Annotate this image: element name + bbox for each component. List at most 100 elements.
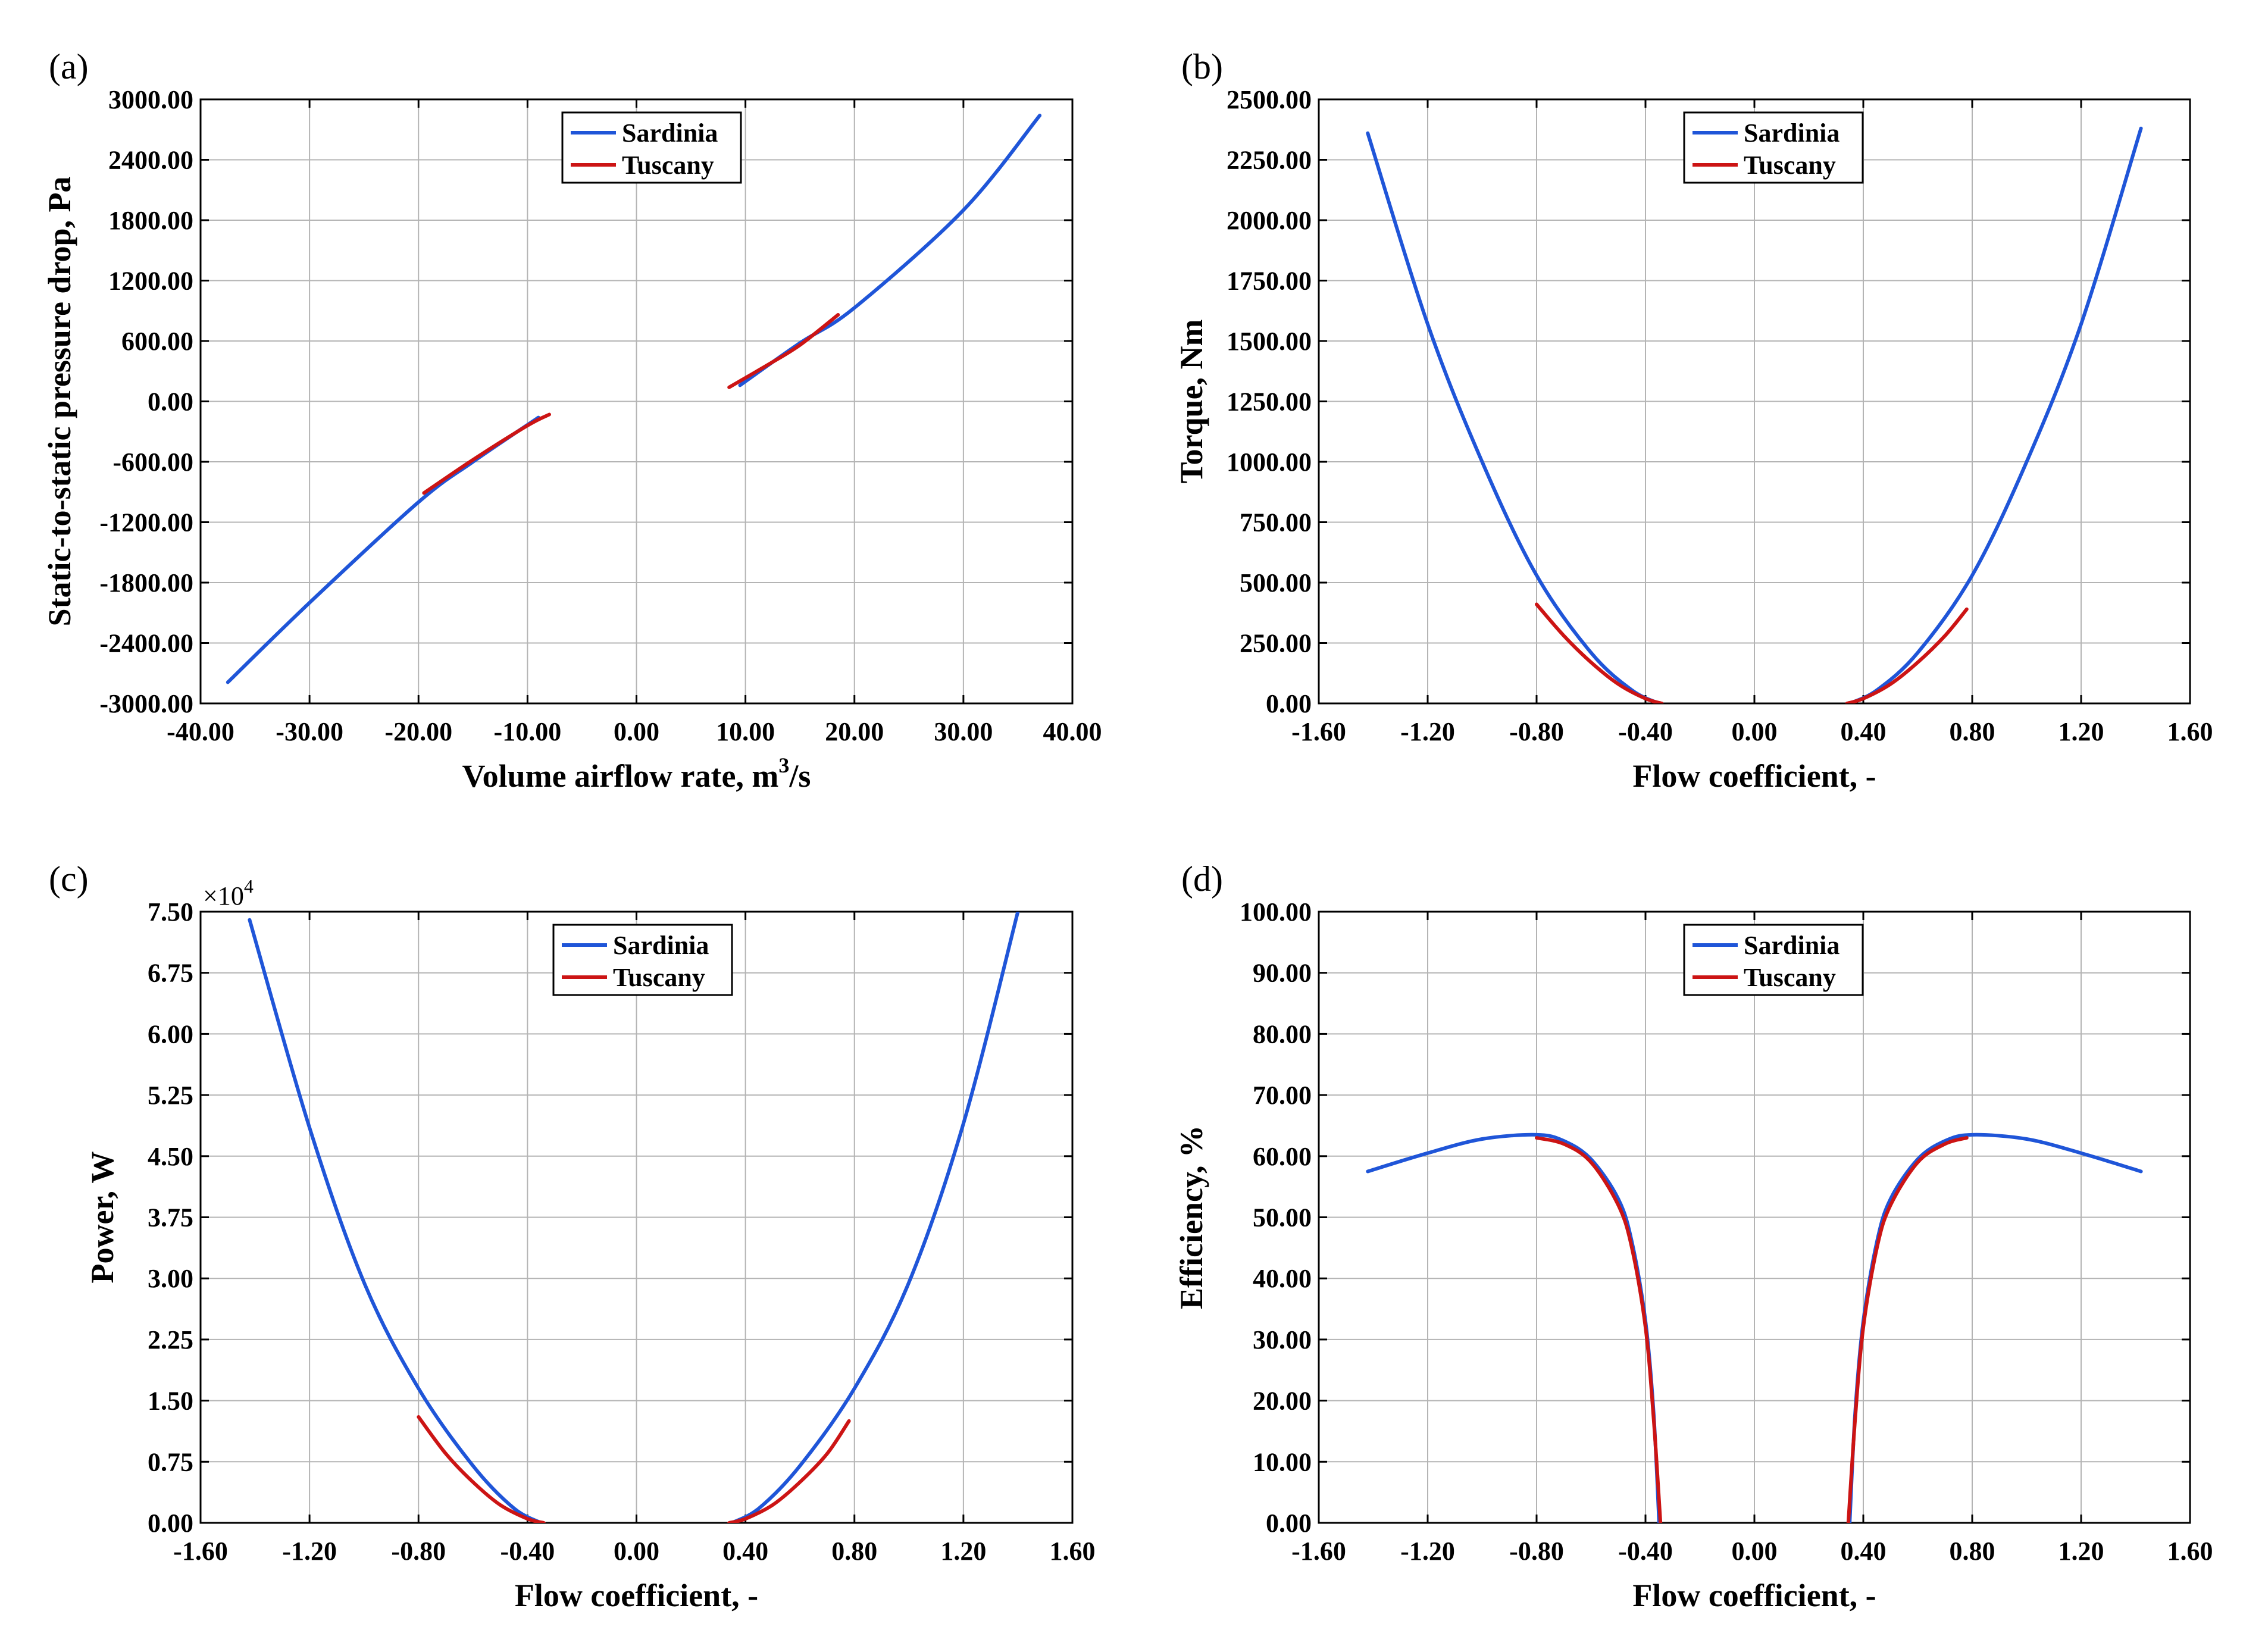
legend-label-sardinia: Sardinia [622,118,718,148]
legend: Sardinia Tuscany [561,111,742,184]
x-tick-label: 1.20 [2058,1537,2104,1566]
series-line-sardinia-1 [1848,126,2143,703]
x-tick-label: -0.80 [1509,717,1564,746]
y-tick-label: 2500.00 [1227,85,1312,114]
y-tick-label: 750.00 [1240,508,1312,537]
legend-label-tuscany: Tuscany [1744,151,1836,180]
x-tick-label: -1.60 [173,1537,228,1566]
y-tick-label: 0.00 [1266,1509,1312,1538]
x-axis-label: Volume airflow rate, m3/s [462,753,811,794]
panel-c: -1.60 -1.20 -0.80 -0.40 0.00 0.40 0.80 1.20 1.60… [49,859,1096,1613]
x-tick-label: 0.80 [831,1537,877,1566]
series-line-sardinia-1 [730,912,1020,1523]
panel-b: -1.60 -1.20 -0.80 -0.40 0.00 0.40 0.80 1.20 1.60… [1174,47,2213,794]
series-line-sardinia-1 [738,114,1042,387]
y-tick-label: 0.00 [148,387,193,417]
y-tick-label: -1800.00 [99,568,193,597]
y-tick-label: 2.25 [148,1325,193,1354]
y-axis-label: Efficiency, % [1174,1125,1209,1309]
y-tick-label: 20.00 [1253,1387,1312,1416]
y-axis-label: Power, W [85,1152,120,1284]
series-line-sardinia-0 [248,918,543,1523]
y-axis-label: Torque, Nm [1174,319,1209,483]
y-tick-label: 40.00 [1253,1264,1312,1293]
legend-box [1683,924,1864,996]
y-tick-label: 3.75 [148,1203,193,1232]
x-tick-label: 0.00 [1732,1537,1778,1566]
x-tick-label: -0.40 [1618,717,1673,746]
y-tick-label: 10.00 [1253,1447,1312,1476]
panel-d: -1.60 -1.20 -0.80 -0.40 0.00 0.40 0.80 1.20 1.60… [1174,859,2213,1613]
y-tick-label: 2250.00 [1227,146,1312,175]
y-tick-label: 0.00 [148,1509,193,1538]
series-line-tuscany-0 [1535,1136,1663,1523]
legend: Sardinia Tuscany [1683,111,1864,184]
x-tick-label: 0.00 [1732,717,1778,746]
x-tick-label: 1.20 [2058,717,2104,746]
y-tick-label: -3000.00 [99,689,193,718]
series-line-tuscany-0 [417,1415,546,1523]
x-tick-label: -0.40 [500,1537,555,1566]
y-tick-label: 1250.00 [1227,387,1312,417]
x-tick-label: 1.60 [2167,717,2213,746]
legend-label-sardinia: Sardinia [1744,118,1839,148]
x-tick-label: -1.60 [1291,717,1346,746]
x-tick-label: -1.20 [1400,1537,1455,1566]
x-tick-label: -0.40 [1618,1537,1673,1566]
y-tick-label: -1200.00 [99,508,193,537]
y-tick-label: 100.00 [1240,897,1312,927]
legend: Sardinia Tuscany [1683,924,1864,996]
x-tick-label: 0.80 [1950,1537,1995,1566]
legend-box [1683,111,1864,184]
x-tick-label: 1.60 [1050,1537,1096,1566]
x-tick-label: 0.40 [1841,1537,1887,1566]
x-tick-label: -1.20 [282,1537,337,1566]
y-tick-label: 0.00 [1266,689,1312,718]
x-axis-label: Flow coefficient, - [515,1578,758,1613]
x-tick-label: -10.00 [494,717,562,746]
series-line-sardinia-0 [1366,131,1661,703]
y-tick-label: -2400.00 [99,629,193,658]
y-tick-label: 1000.00 [1227,448,1312,477]
legend-label-sardinia: Sardinia [1744,931,1839,960]
y-tick-label: 6.00 [148,1019,193,1049]
y-tick-label: 2400.00 [108,146,193,175]
panel-label: (c) [49,859,89,899]
x-tick-label: 0.00 [614,717,659,746]
legend-label-tuscany: Tuscany [1744,963,1836,992]
x-tick-label: -1.20 [1400,717,1455,746]
legend: Sardinia Tuscany [552,924,733,996]
y-tick-label: 5.25 [148,1081,193,1110]
series-line-tuscany-1 [1845,607,1969,703]
series-line-tuscany-1 [727,1419,851,1523]
y-tick-label: 600.00 [121,327,193,356]
x-tick-label: 40.00 [1043,717,1102,746]
x-tick-label: 1.60 [2167,1537,2213,1566]
panel-label: (d) [1181,859,1223,899]
series-line-sardinia-0 [1366,1132,1661,1523]
x-tick-label: 0.40 [722,1537,768,1566]
x-tick-label: -20.00 [384,717,452,746]
legend-label-tuscany: Tuscany [622,151,714,180]
x-axis-label: Flow coefficient, - [1632,758,1876,794]
legend-label-sardinia: Sardinia [613,931,709,960]
y-tick-label: 1200.00 [108,267,193,296]
panel-a: -40.00 -30.00 -20.00 -10.00 0.00 10.00 20.00 30… [42,47,1102,794]
y-axis-label: Static-to-static pressure drop, Pa [42,177,77,627]
legend-box [561,111,742,184]
x-tick-label: -0.80 [1509,1537,1564,1566]
series-line-tuscany-0 [1535,602,1664,703]
y-tick-label: 50.00 [1253,1203,1312,1232]
legend-box [552,924,733,996]
x-tick-label: -1.60 [1291,1537,1346,1566]
series-line-tuscany-0 [422,412,551,495]
y-exponent-label: ×104 [203,875,254,911]
y-tick-label: 7.50 [148,897,193,927]
panel-label: (b) [1181,47,1223,86]
y-tick-label: 1750.00 [1227,267,1312,296]
y-tick-label: 500.00 [1240,568,1312,597]
y-tick-label: 1800.00 [108,206,193,235]
y-tick-label: 2000.00 [1227,206,1312,235]
x-tick-label: 1.20 [940,1537,986,1566]
x-tick-label: 30.00 [934,717,993,746]
